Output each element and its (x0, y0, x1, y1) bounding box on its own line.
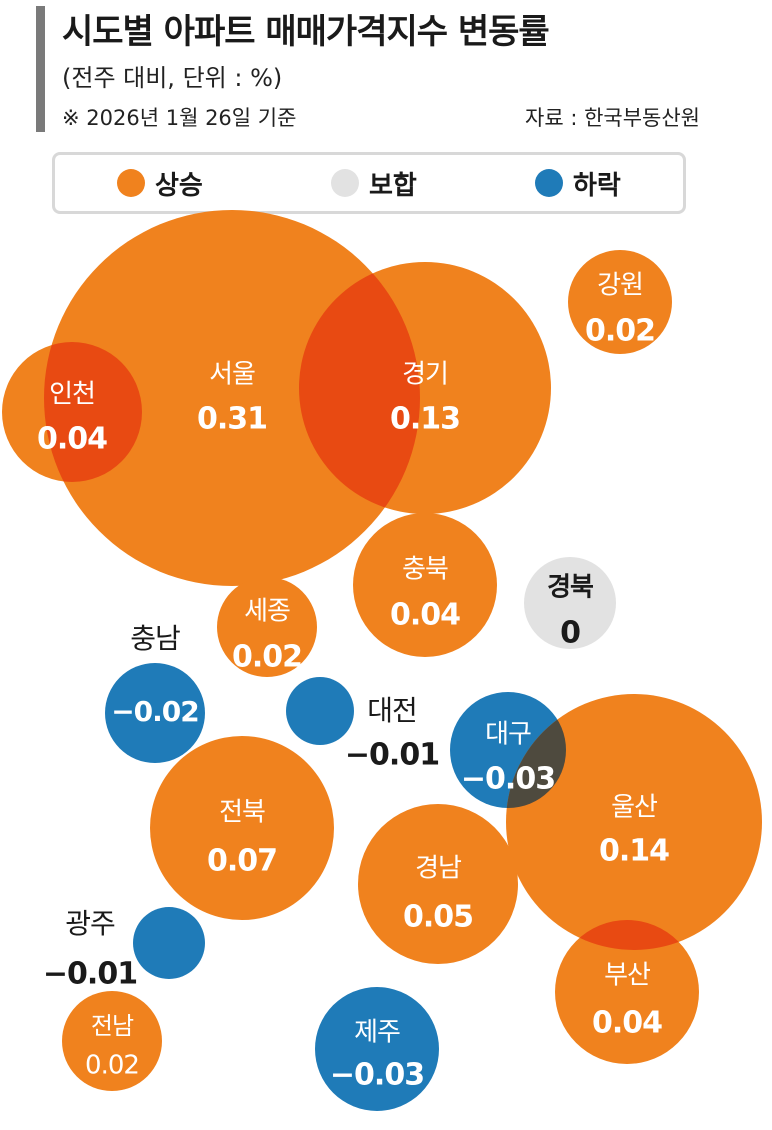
legend-item-up: 상승 (117, 155, 203, 211)
region-label-17: 제주 (354, 1018, 400, 1048)
chart-subtitle: (전주 대비, 단위 : %) (62, 64, 283, 92)
value-label-9: −0.01 (345, 738, 439, 773)
value-label-3: 0.04 (37, 422, 107, 457)
value-label-2: 0.13 (390, 402, 460, 437)
region-label-12: 전북 (219, 798, 265, 828)
legend-label-down: 하락 (573, 170, 621, 201)
bubble-9 (286, 677, 354, 745)
value-label-12: 0.07 (207, 844, 277, 879)
region-label-2: 경기 (402, 360, 448, 390)
region-label-16: 전남 (91, 1012, 134, 1040)
value-label-8: −0.02 (111, 695, 199, 728)
region-label-8: 충남 (130, 622, 180, 655)
bubble-5 (353, 513, 497, 657)
value-label-13: 0.05 (403, 900, 473, 935)
bubble-8 (105, 663, 205, 763)
value-label-11: 0.14 (599, 834, 669, 869)
bubble-12 (150, 736, 334, 920)
value-label-7: 0.02 (232, 640, 302, 675)
date-note: ※ 2026년 1월 26일 기준 (62, 106, 297, 130)
value-label-17: −0.03 (330, 1058, 424, 1093)
value-label-5: 0.04 (390, 598, 460, 633)
bubble-16 (62, 991, 162, 1091)
value-label-1: 0.31 (197, 402, 267, 437)
region-label-14: 광주 (65, 907, 115, 940)
chart-title: 시도별 아파트 매매가격지수 변동률 (62, 12, 550, 52)
bubble-13 (358, 804, 518, 964)
legend-item-down: 하락 (535, 155, 621, 211)
bubble-7 (217, 577, 317, 677)
region-label-7: 세종 (244, 597, 290, 627)
value-label-10: −0.03 (461, 762, 555, 797)
region-label-10: 대구 (485, 720, 531, 750)
region-label-11: 울산 (611, 793, 657, 823)
region-label-15: 부산 (604, 961, 650, 991)
value-label-16: 0.02 (85, 1051, 139, 1081)
legend: 상승 보합 하락 (52, 152, 686, 214)
region-label-6: 경북 (547, 573, 593, 603)
region-label-13: 경남 (415, 854, 462, 884)
legend-swatch-down (535, 169, 563, 197)
bubble-1 (44, 210, 420, 586)
legend-swatch-up (117, 169, 145, 197)
legend-label-flat: 보합 (369, 170, 417, 201)
legend-label-up: 상승 (155, 170, 203, 201)
bubble-15 (555, 920, 699, 1064)
legend-item-flat: 보합 (331, 155, 417, 211)
bubble-4 (568, 250, 672, 354)
source-note: 자료 : 한국부동산원 (525, 106, 700, 130)
region-label-3: 인천 (49, 380, 95, 410)
header-accent-bar (36, 6, 45, 132)
value-label-14: −0.01 (43, 957, 137, 992)
bubble-14 (133, 907, 205, 979)
bubble-17 (315, 987, 439, 1111)
value-label-15: 0.04 (592, 1006, 662, 1041)
legend-swatch-flat (331, 169, 359, 197)
region-label-1: 서울 (209, 360, 255, 390)
bubble-11 (506, 694, 762, 950)
value-label-4: 0.02 (585, 314, 655, 349)
region-label-5: 충북 (402, 555, 448, 585)
value-label-6: 0 (560, 616, 580, 651)
bubble-6 (524, 557, 616, 649)
region-label-9: 대전 (367, 694, 417, 727)
region-label-4: 강원 (597, 271, 643, 301)
